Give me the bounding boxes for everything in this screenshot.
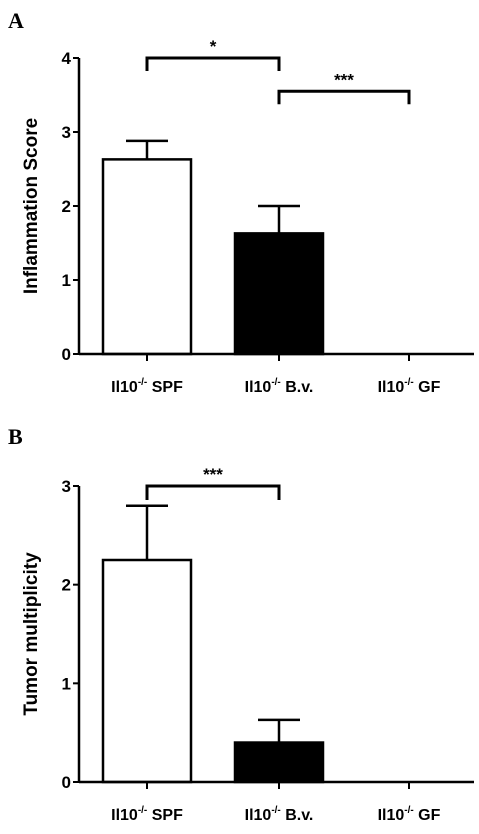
y-tick-label: 2	[62, 197, 71, 216]
chart-panel-b: B Tumor multiplicity 0 1 2 3 Il10-/- SPF Il10-/…	[8, 424, 474, 824]
bar	[101, 558, 193, 784]
significance-label: ***	[203, 465, 223, 484]
significance-label: ***	[334, 70, 354, 89]
y-tick-label: 3	[62, 477, 71, 496]
panel-letter: B	[8, 424, 23, 449]
bar	[101, 158, 193, 356]
bar	[233, 232, 325, 356]
x-tick-label: Il10-/- SPF	[111, 377, 183, 396]
significance-bracket	[145, 56, 281, 71]
y-tick-label: 2	[62, 576, 71, 595]
x-tick-label: Il10-/- B.v.	[245, 377, 314, 396]
y-tick-label: 0	[62, 773, 71, 792]
y-tick-label: 0	[62, 345, 71, 364]
y-tick-label: 3	[62, 123, 71, 142]
y-tick-label: 4	[62, 49, 72, 68]
y-axis-label: Inflammation Score	[21, 118, 42, 294]
significance-bracket	[277, 89, 411, 105]
y-tick-label: 1	[62, 271, 71, 290]
significance-label: *	[210, 37, 217, 56]
bar	[233, 741, 325, 784]
x-tick-label: Il10-/- GF	[378, 805, 441, 824]
significance-bracket	[145, 484, 281, 500]
y-axis-label: Tumor multiplicity	[21, 552, 42, 716]
x-tick-label: Il10-/- B.v.	[245, 805, 314, 824]
panel-letter: A	[8, 8, 24, 33]
x-tick-label: Il10-/- SPF	[111, 805, 183, 824]
y-tick-label: 1	[62, 674, 71, 693]
chart-panel-a: A Inflammation Score 0 1 2 3 4 Il10-/- SPF Il10-…	[8, 8, 474, 396]
x-tick-label: Il10-/- GF	[378, 377, 441, 396]
